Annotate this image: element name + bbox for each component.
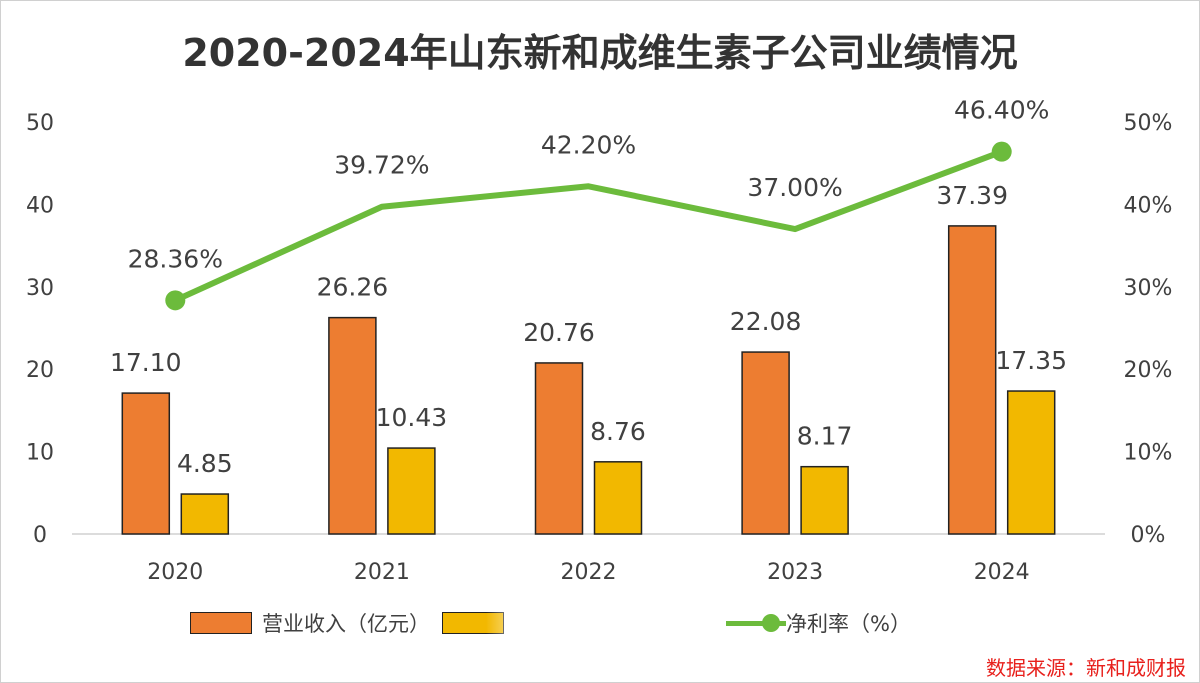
y-tick-label: 50: [26, 111, 54, 136]
profit-data-label: 17.35: [995, 346, 1067, 375]
revenue-bar: [328, 316, 377, 535]
revenue-bar: [741, 351, 790, 535]
revenue-bar: [947, 225, 997, 535]
y2-tick-label: 40%: [1124, 193, 1173, 218]
revenue-data-label: 26.26: [317, 273, 389, 302]
net-margin-data-label: 42.20%: [541, 130, 636, 159]
y2-tick-label: 30%: [1124, 276, 1173, 301]
y2-tick-label: 50%: [1124, 111, 1173, 136]
y-tick-label: 40: [26, 193, 54, 218]
profit-bar: [387, 447, 436, 535]
y2-tick-label: 0%: [1131, 523, 1166, 548]
x-tick-label: 2020: [147, 560, 203, 585]
net-margin-data-label: 28.36%: [128, 244, 223, 273]
source-note: 数据来源：新和成财报: [986, 656, 1186, 680]
profit-bar: [1006, 390, 1056, 535]
x-tick-label: 2021: [354, 560, 410, 585]
profit-bar: [800, 465, 849, 535]
y-tick-label: 20: [26, 358, 54, 383]
legend: 营业收入（亿元） 净利率（%）: [190, 605, 911, 641]
x-tick-label: 2023: [767, 560, 823, 585]
net-margin-marker: [991, 141, 1012, 162]
profit-bar: [593, 461, 643, 535]
legend-margin-label: 净利率（%）: [786, 612, 911, 636]
profit-data-label: 8.17: [797, 422, 853, 451]
revenue-data-label: 22.08: [730, 307, 802, 336]
chart-title: 2020-2024年山东新和成维生素子公司业绩情况: [182, 31, 1018, 75]
net-margin-data-label: 46.40%: [954, 96, 1049, 125]
revenue-data-label: 20.76: [523, 318, 595, 347]
x-tick-label: 2022: [561, 560, 617, 585]
net-margin-data-label: 39.72%: [334, 151, 429, 180]
profit-data-label: 8.76: [590, 417, 646, 446]
legend-revenue-label: 营业收入（亿元）: [262, 612, 430, 636]
y2-tick-label: 20%: [1124, 358, 1173, 383]
net-margin-marker: [165, 290, 186, 311]
revenue-data-label: 17.10: [110, 348, 182, 377]
profit-bar: [180, 493, 230, 535]
y-tick-label: 30: [26, 276, 54, 301]
profit-data-label: 4.85: [177, 449, 233, 478]
y2-tick-label: 10%: [1124, 441, 1173, 466]
profit-data-label: 10.43: [376, 403, 448, 432]
x-tick-label: 2024: [974, 560, 1030, 585]
y-tick-label: 0: [33, 523, 47, 548]
legend-margin-marker: [726, 612, 786, 634]
legend-revenue-swatch: [190, 612, 252, 634]
revenue-data-label: 37.39: [936, 181, 1008, 210]
net-margin-data-label: 37.00%: [747, 173, 842, 202]
revenue-bar: [121, 392, 171, 535]
revenue-bar: [534, 362, 584, 535]
legend-fade: [486, 612, 786, 634]
y-tick-label: 10: [26, 441, 54, 466]
net-margin-line: [174, 148, 1003, 304]
